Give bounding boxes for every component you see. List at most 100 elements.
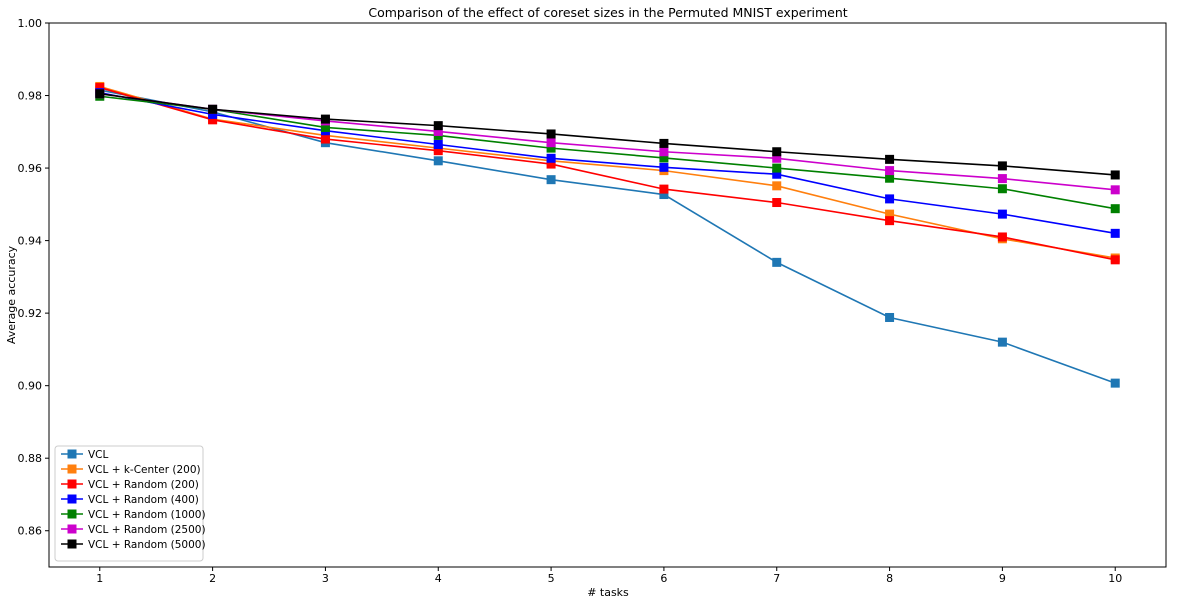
data-point	[772, 153, 782, 163]
data-point	[433, 139, 443, 149]
legend-marker	[67, 494, 77, 504]
data-point	[772, 181, 782, 191]
x-tick-label: 9	[999, 572, 1006, 585]
data-point	[208, 104, 218, 114]
legend-item: VCL + Random (2500)	[61, 524, 206, 536]
y-tick-label: 1.00	[18, 17, 43, 30]
data-point	[433, 156, 443, 166]
data-point	[1110, 378, 1120, 388]
data-point	[997, 209, 1007, 219]
data-point	[1110, 204, 1120, 214]
data-point	[885, 173, 895, 183]
data-point	[95, 89, 105, 99]
legend-label: VCL + Random (5000)	[88, 539, 206, 551]
data-point	[885, 166, 895, 176]
data-point	[1110, 185, 1120, 195]
legend-label: VCL	[88, 449, 109, 461]
y-axis-label: Average accuracy	[5, 245, 18, 344]
data-point	[997, 161, 1007, 171]
data-point	[885, 216, 895, 226]
legend-label: VCL + k-Center (200)	[88, 464, 201, 476]
data-point	[659, 162, 669, 172]
legend-label: VCL + Random (400)	[88, 494, 199, 506]
data-point	[208, 115, 218, 125]
x-tick-label: 2	[209, 572, 216, 585]
data-point	[659, 190, 669, 200]
x-tick-label: 10	[1108, 572, 1122, 585]
series-5	[95, 89, 1120, 195]
data-point	[885, 209, 895, 219]
legend: VCL VCL + k-Center (200) VCL + Random (200…	[54, 445, 206, 562]
legend-item: VCL	[61, 449, 109, 461]
data-point	[546, 159, 556, 169]
ticks-layer: 0.86 0.88 0.90 0.92 0.94 0.96 0.98 1.00 1 2 3 4 5 6 7 8…	[18, 17, 1123, 585]
data-point	[772, 257, 782, 267]
legend-label: VCL + Random (1000)	[88, 509, 206, 521]
legend-marker	[67, 509, 77, 519]
legend-label: VCL + Random (2500)	[88, 524, 206, 536]
series-line	[99, 92, 1116, 191]
legend-marker	[67, 464, 77, 474]
data-point	[1110, 255, 1120, 265]
data-point	[997, 232, 1007, 242]
data-point	[433, 121, 443, 131]
data-point	[95, 83, 105, 93]
x-tick-label: 5	[548, 572, 555, 585]
data-point	[546, 129, 556, 139]
legend-label: VCL + Random (200)	[88, 479, 199, 491]
series-4	[95, 91, 1120, 214]
x-tick-label: 7	[773, 572, 780, 585]
series-6	[95, 89, 1120, 180]
legend-item: VCL + Random (5000)	[61, 539, 206, 551]
data-point	[546, 153, 556, 163]
data-point	[885, 154, 895, 164]
data-point	[659, 138, 669, 148]
legend-item: VCL + Random (400)	[61, 494, 199, 506]
x-tick-label: 6	[660, 572, 667, 585]
y-tick-label: 0.88	[18, 452, 43, 465]
legend-marker	[67, 524, 77, 534]
x-tick-label: 4	[435, 572, 442, 585]
series-line	[99, 95, 1116, 210]
chart-title: Comparison of the effect of coreset size…	[368, 5, 847, 20]
y-tick-label: 0.98	[18, 90, 43, 103]
data-point	[208, 109, 218, 119]
legend-item: VCL + Random (200)	[61, 479, 199, 491]
data-point	[772, 169, 782, 179]
series-line	[99, 91, 1116, 235]
x-axis-label: # tasks	[587, 586, 629, 599]
legend-marker	[67, 449, 77, 459]
legend-box	[54, 445, 204, 562]
legend-item: VCL + Random (1000)	[61, 509, 206, 521]
data-point	[433, 126, 443, 136]
data-point	[997, 184, 1007, 194]
data-point	[772, 147, 782, 157]
data-point	[772, 163, 782, 173]
data-point	[997, 337, 1007, 347]
legend-marker	[67, 479, 77, 489]
data-point	[433, 146, 443, 156]
series-line	[99, 92, 1116, 176]
series-layer	[95, 81, 1120, 388]
data-point	[659, 147, 669, 157]
data-point	[659, 184, 669, 194]
data-point	[320, 134, 330, 144]
data-point	[1110, 170, 1120, 180]
data-point	[546, 138, 556, 148]
y-tick-label: 0.94	[18, 235, 43, 248]
series-line	[99, 86, 1116, 261]
legend-marker	[67, 539, 77, 549]
data-point	[772, 198, 782, 208]
y-tick-label: 0.96	[18, 162, 43, 175]
y-tick-label: 0.86	[18, 525, 43, 538]
y-tick-label: 0.90	[18, 380, 43, 393]
series-line	[99, 85, 1116, 259]
data-point	[546, 143, 556, 153]
x-tick-label: 1	[96, 572, 103, 585]
y-tick-label: 0.92	[18, 307, 43, 320]
data-point	[546, 175, 556, 185]
series-line	[99, 89, 1116, 384]
data-point	[659, 153, 669, 163]
